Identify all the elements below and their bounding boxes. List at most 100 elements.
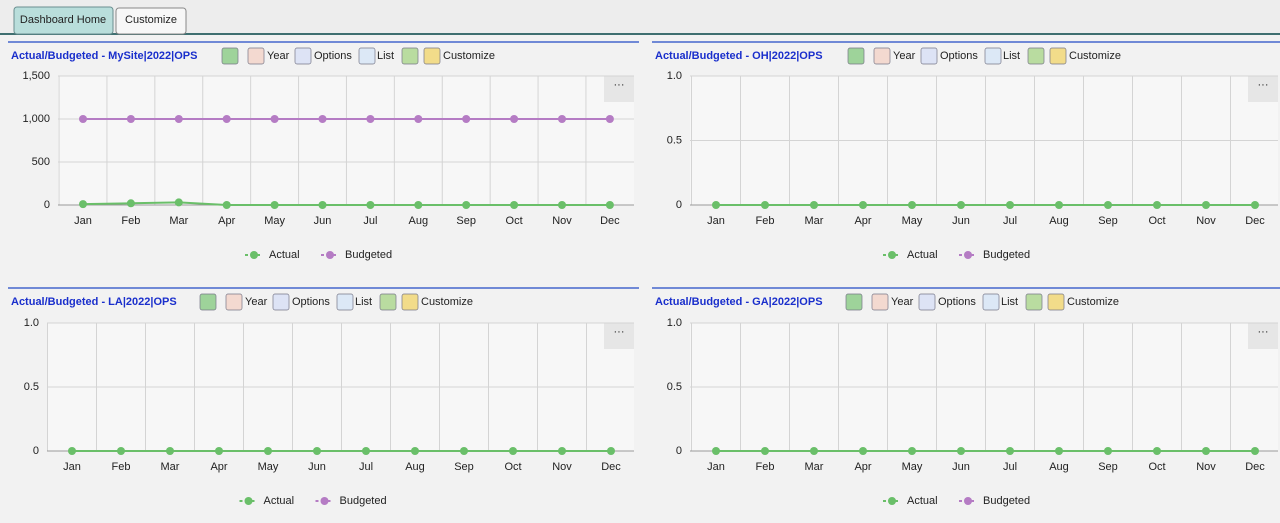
data-point: [605, 201, 614, 209]
tab[interactable]: [115, 7, 187, 35]
data-point: [957, 447, 965, 455]
x-tick-label: May: [264, 215, 285, 227]
data-point: [1055, 201, 1063, 209]
calendar-icon[interactable]: [873, 47, 891, 65]
expand-icon[interactable]: [199, 293, 217, 311]
list-icon[interactable]: [358, 47, 376, 65]
tab-label[interactable]: Customize: [125, 14, 177, 26]
legend-label[interactable]: Budgeted: [340, 495, 387, 507]
x-tick-label: Apr: [210, 461, 227, 473]
data-point: [414, 201, 423, 209]
calendar-icon[interactable]: [225, 293, 243, 311]
legend-label[interactable]: Actual: [269, 249, 300, 261]
data-point: [1104, 447, 1112, 455]
legend-label[interactable]: Budgeted: [983, 249, 1030, 261]
x-tick-label: Jul: [363, 215, 377, 227]
legend-marker: [888, 251, 896, 259]
data-point: [462, 115, 471, 123]
expand-icon[interactable]: [221, 47, 239, 65]
x-tick-label: Aug: [405, 461, 425, 473]
menu-button[interactable]: [1248, 76, 1278, 102]
data-point: [174, 115, 183, 123]
toolbar-label[interactable]: Options: [292, 296, 330, 308]
menu-button[interactable]: [604, 76, 634, 102]
toolbar-label[interactable]: Options: [938, 296, 976, 308]
toolbar-label[interactable]: Customize: [1069, 50, 1121, 62]
toolbar-label[interactable]: List: [1003, 50, 1020, 62]
x-tick-label: May: [902, 461, 923, 473]
menu-dots[interactable]: ···: [1258, 326, 1269, 338]
toolbar-label[interactable]: Options: [314, 50, 352, 62]
menu-dots[interactable]: ···: [614, 79, 625, 91]
legend-label[interactable]: Actual: [264, 495, 295, 507]
menu-dots[interactable]: ···: [614, 326, 625, 338]
legend-label[interactable]: Actual: [907, 249, 938, 261]
customize-icon[interactable]: [401, 293, 419, 311]
toolbar-label[interactable]: Year: [267, 50, 290, 62]
x-tick-label: Feb: [121, 215, 140, 227]
options-icon[interactable]: [294, 47, 312, 65]
toolbar-label[interactable]: Year: [245, 296, 268, 308]
list-icon[interactable]: [982, 293, 1000, 311]
data-point: [215, 447, 223, 455]
options-icon[interactable]: [920, 47, 938, 65]
toolbar-label[interactable]: Customize: [443, 50, 495, 62]
chart-title: Actual/Budgeted - MySite|2022|OPS: [11, 50, 197, 62]
legend-label[interactable]: Budgeted: [345, 249, 392, 261]
y-tick-label: 0: [676, 199, 682, 211]
data-point: [558, 115, 566, 123]
toolbar-label[interactable]: Options: [940, 50, 978, 62]
calendar-icon[interactable]: [871, 293, 889, 311]
data-point: [362, 447, 370, 455]
data-point: [510, 115, 519, 123]
refresh-icon[interactable]: [401, 47, 419, 65]
x-tick-label: Jun: [952, 215, 970, 227]
x-tick-label: Jan: [707, 461, 725, 473]
menu-dots[interactable]: ···: [1258, 79, 1269, 91]
x-tick-label: Sep: [1098, 461, 1118, 473]
data-point: [126, 115, 135, 123]
tab-label[interactable]: Dashboard Home: [20, 14, 106, 26]
refresh-icon[interactable]: [379, 293, 397, 311]
x-tick-label: Aug: [1049, 461, 1069, 473]
data-point: [859, 201, 867, 209]
customize-icon[interactable]: [423, 47, 441, 65]
data-point: [222, 201, 231, 209]
toolbar-label[interactable]: Year: [891, 296, 914, 308]
customize-icon[interactable]: [1047, 293, 1065, 311]
refresh-icon[interactable]: [1027, 47, 1045, 65]
toolbar-label[interactable]: Customize: [421, 296, 473, 308]
refresh-icon[interactable]: [1025, 293, 1043, 311]
options-icon[interactable]: [272, 293, 290, 311]
toolbar-label[interactable]: List: [1001, 296, 1018, 308]
data-point: [68, 447, 76, 455]
data-point: [957, 201, 965, 209]
toolbar-label[interactable]: Year: [893, 50, 916, 62]
x-tick-label: Dec: [601, 461, 621, 473]
customize-icon[interactable]: [1049, 47, 1067, 65]
menu-button[interactable]: [604, 323, 634, 349]
data-point: [810, 447, 818, 455]
x-tick-label: Jun: [308, 461, 326, 473]
legend-label[interactable]: Budgeted: [983, 495, 1030, 507]
data-point: [166, 447, 174, 455]
expand-icon[interactable]: [845, 293, 863, 311]
legend-label[interactable]: Actual: [907, 495, 938, 507]
toolbar-label[interactable]: List: [355, 296, 372, 308]
x-tick-label: Mar: [805, 461, 824, 473]
toolbar-label[interactable]: Customize: [1067, 296, 1119, 308]
calendar-icon[interactable]: [247, 47, 265, 65]
list-icon[interactable]: [984, 47, 1002, 65]
options-icon[interactable]: [918, 293, 936, 311]
data-point: [510, 201, 519, 209]
toolbar-label[interactable]: List: [377, 50, 394, 62]
y-tick-label: 0: [676, 445, 682, 457]
list-icon[interactable]: [336, 293, 354, 311]
tab-active[interactable]: [13, 6, 114, 35]
x-tick-label: Jul: [359, 461, 373, 473]
menu-button[interactable]: [1248, 323, 1278, 349]
x-tick-label: Jan: [63, 461, 81, 473]
x-tick-label: Jun: [314, 215, 332, 227]
data-point: [1104, 201, 1112, 209]
expand-icon[interactable]: [847, 47, 865, 65]
